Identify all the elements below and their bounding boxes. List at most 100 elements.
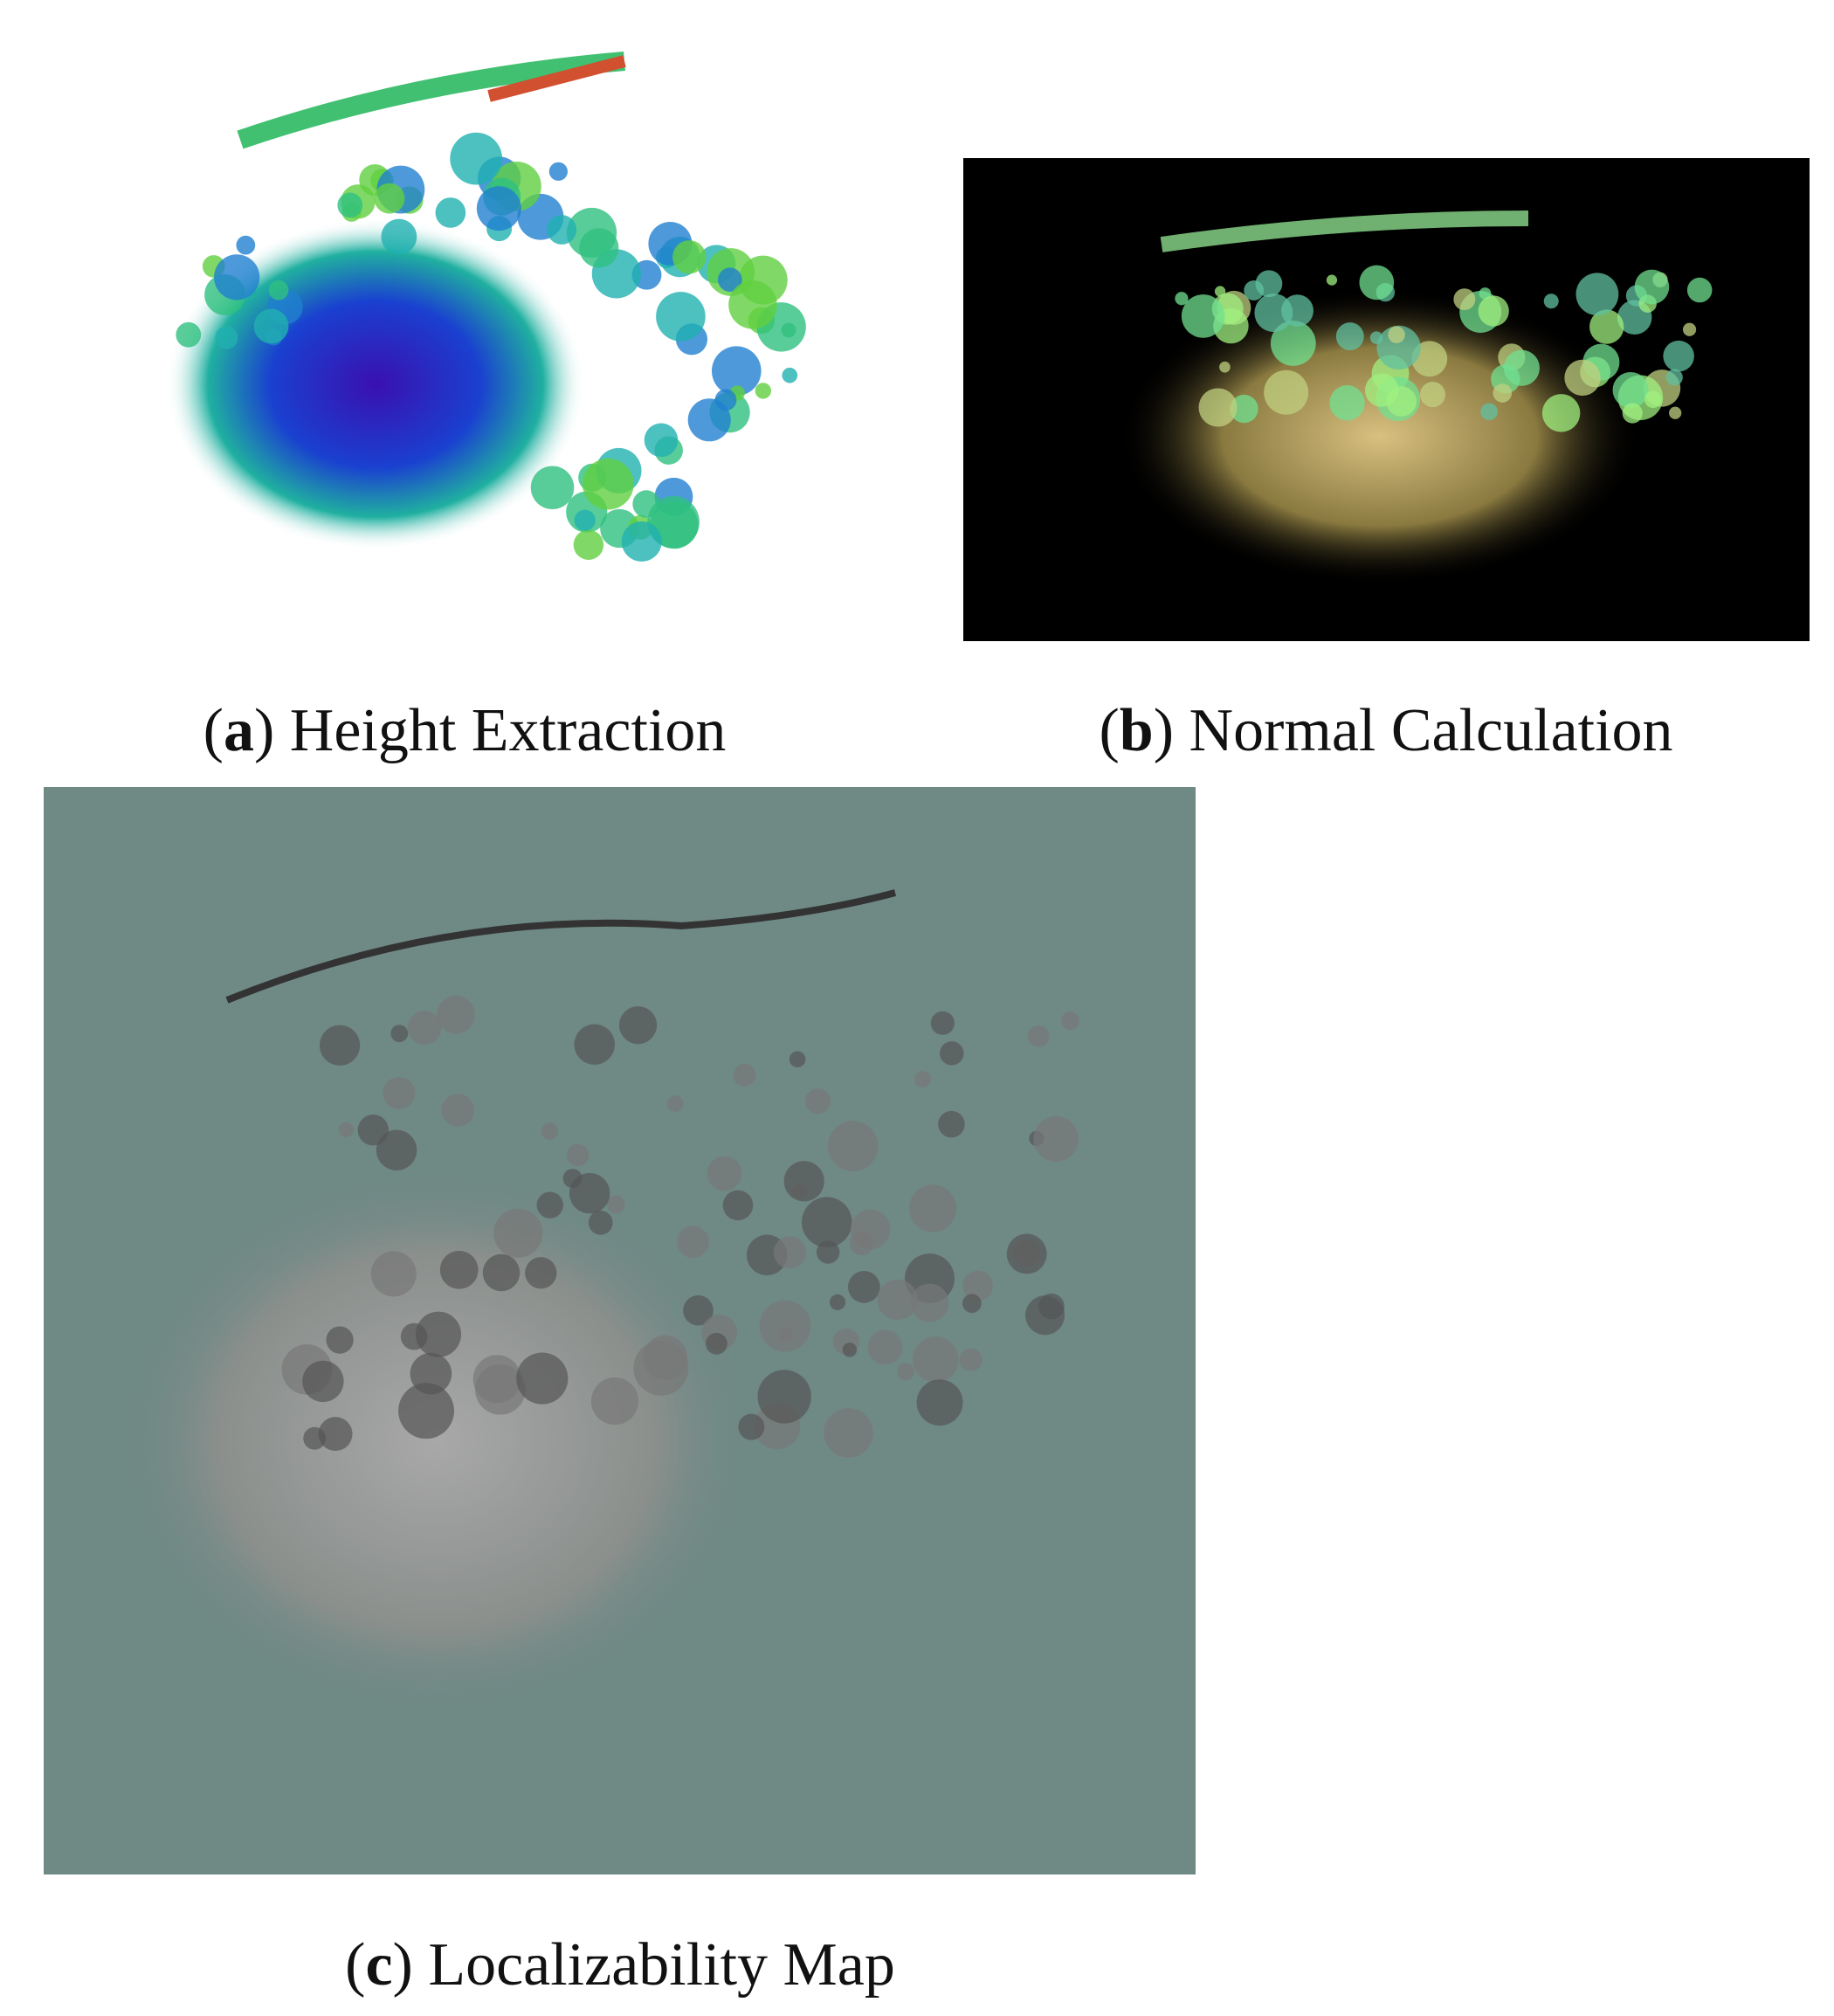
texture-blob: [383, 1076, 416, 1109]
texture-blob: [1480, 403, 1498, 421]
texture-blob: [789, 1051, 806, 1067]
texture-blob: [1027, 1025, 1050, 1047]
texture-blob: [1634, 269, 1670, 305]
texture-blob: [476, 186, 521, 231]
texture-blob: [850, 1209, 891, 1250]
texture-blob: [1326, 274, 1338, 286]
texture-blob: [656, 292, 706, 342]
texture-blob: [1230, 394, 1258, 424]
texture-blob: [574, 1024, 615, 1065]
texture-blob: [848, 1271, 880, 1303]
texture-blob: [1388, 326, 1405, 343]
texture-blob: [547, 215, 577, 245]
texture-blob: [548, 162, 568, 181]
texture-blob: [633, 1340, 689, 1396]
texture-blob: [579, 228, 619, 268]
texture-blob: [940, 1041, 964, 1066]
panel-c-image: [44, 787, 1196, 1874]
texture-blob: [728, 280, 777, 329]
texture-blob: [867, 1329, 903, 1365]
texture-blob: [897, 1363, 915, 1381]
texture-blob: [783, 1161, 824, 1202]
texture-blob: [566, 1143, 590, 1167]
texture-blob: [1329, 385, 1365, 421]
caption-b: (b) Normal Calculation: [1099, 701, 1672, 762]
texture-blob: [574, 509, 596, 531]
texture-blob: [493, 1208, 543, 1258]
caption-text: b: [1119, 697, 1154, 764]
texture-blob: [677, 1225, 709, 1259]
texture-blob: [536, 1191, 563, 1219]
texture-blob: [1359, 265, 1395, 300]
texture-blob: [908, 1184, 957, 1232]
texture-blob: [1270, 321, 1316, 366]
texture-blob: [733, 1063, 756, 1087]
texture-blob: [1663, 340, 1694, 372]
texture-blob: [482, 1253, 521, 1292]
texture-blob: [214, 254, 260, 300]
texture-blob: [773, 1236, 807, 1269]
texture-blob: [590, 1377, 639, 1426]
texture-blob: [1376, 325, 1421, 370]
caption-text: a: [223, 697, 254, 764]
texture-blob: [1622, 403, 1643, 424]
texture-blob: [1575, 273, 1619, 316]
texture-blob: [337, 192, 363, 218]
texture-blob: [1644, 390, 1662, 409]
caption-text: ): [392, 1931, 413, 1999]
texture-blob: [1682, 322, 1697, 336]
texture-blob: [1364, 373, 1399, 407]
texture-blob: [1219, 361, 1231, 373]
texture-blob: [1281, 294, 1313, 328]
texture-blob: [1493, 383, 1513, 403]
texture-blob: [1589, 309, 1624, 344]
texture-blob: [357, 1115, 390, 1146]
texture-blob: [1564, 359, 1601, 397]
texture-blob: [962, 1270, 994, 1301]
texture-blob: [802, 1197, 852, 1248]
texture-blob: [319, 1025, 361, 1066]
texture-blob: [1335, 322, 1364, 351]
texture-blob: [374, 183, 405, 214]
texture-blob: [632, 490, 660, 518]
texture-blob: [759, 1300, 811, 1352]
texture-blob: [236, 235, 256, 255]
texture-blob: [930, 1011, 955, 1035]
texture-blob: [407, 1011, 442, 1045]
texture-blob: [435, 197, 466, 228]
texture-blob: [437, 995, 475, 1034]
texture-blob: [1060, 1011, 1079, 1031]
texture-blob: [816, 1240, 840, 1264]
texture-blob: [1198, 388, 1238, 427]
texture-blob: [1038, 1293, 1065, 1320]
texture-blob: [827, 1121, 879, 1171]
texture-blob: [1255, 270, 1283, 298]
caption-c: (c) Localizability Map: [345, 1935, 895, 1996]
texture-blob: [829, 1294, 846, 1310]
texture-blob: [778, 1327, 793, 1343]
texture-blob: [738, 1413, 765, 1440]
localizability-field: [122, 1170, 751, 1712]
texture-blob: [804, 1088, 831, 1115]
texture-blob: [215, 326, 238, 349]
caption-text: Normal Calculation: [1189, 697, 1673, 764]
caption-text: Localizability Map: [428, 1931, 895, 1999]
texture-blob: [573, 529, 604, 560]
texture-blob: [583, 458, 634, 510]
texture-blob: [1006, 1233, 1047, 1274]
texture-blob: [400, 1322, 428, 1350]
texture-blob: [621, 521, 662, 562]
texture-blob: [683, 1295, 714, 1326]
texture-blob: [1541, 394, 1581, 432]
texture-blob: [1612, 371, 1649, 409]
texture-blob: [1264, 369, 1309, 415]
texture-blob: [1181, 294, 1225, 338]
texture-blob: [1669, 406, 1682, 419]
point-cloud-wall: [1160, 211, 1529, 252]
texture-blob: [644, 423, 679, 458]
texture-blob: [390, 1025, 409, 1043]
map-wall: [225, 889, 897, 1004]
texture-blob: [415, 1311, 462, 1357]
